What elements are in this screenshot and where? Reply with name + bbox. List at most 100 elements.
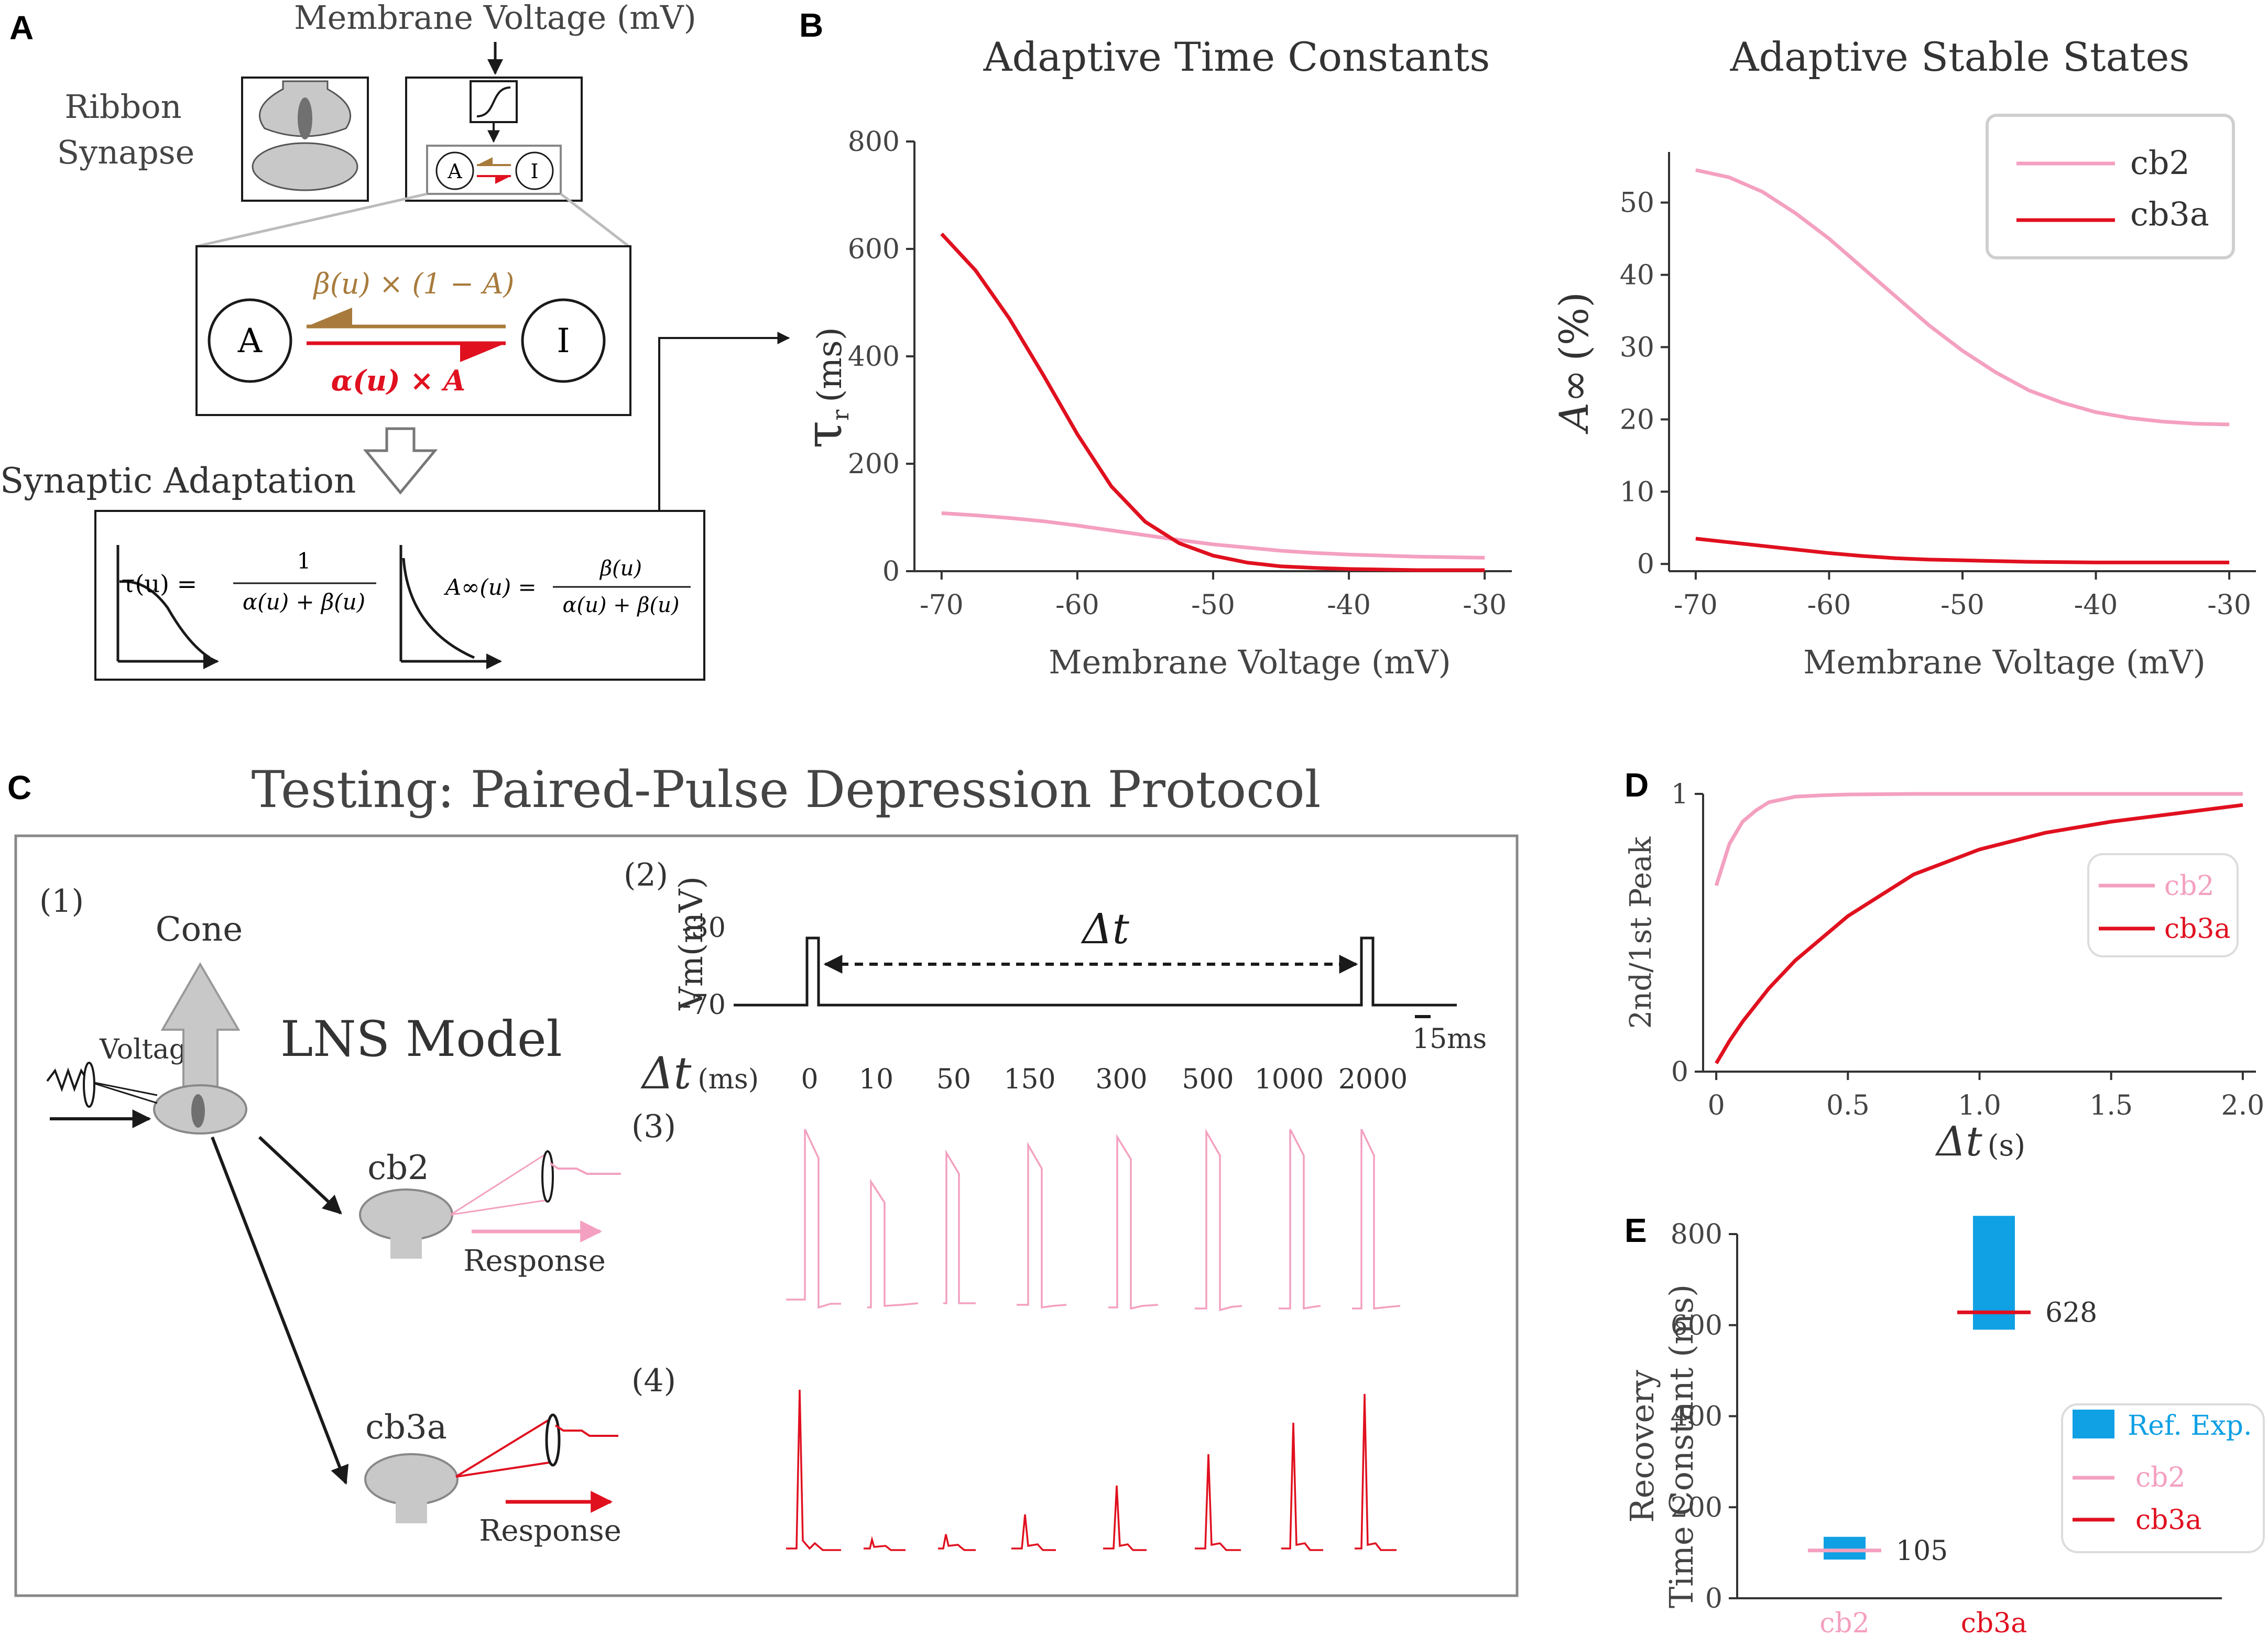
ppd-x-tick-label: 1.0 (1958, 1090, 2001, 1121)
ainf-y-tick-label: 40 (1620, 259, 1654, 291)
state-legend-cb3a: cb3a (2130, 195, 2209, 233)
ainf-x-tick-label: -40 (2074, 590, 2118, 621)
panel-a-letter: A (9, 9, 34, 47)
recovery-y-tick-label: 600 (1671, 1310, 1722, 1341)
sub-label-1: (1) (39, 883, 84, 920)
state-xlabel: Membrane Voltage (mV) (1803, 643, 2206, 681)
recovery-y-tick-label: 0 (1705, 1583, 1722, 1615)
cb2-trace (943, 1149, 976, 1304)
cb3a-trace (1103, 1485, 1147, 1551)
recovery-y-tick-label: 400 (1671, 1401, 1722, 1433)
recovery-y-tick-label: 800 (1671, 1219, 1722, 1250)
tau-chart-title: Adaptive Time Constants (983, 34, 1490, 80)
membrane-voltage-label: Membrane Voltage (mV) (294, 0, 696, 37)
ainf-y-tick-label: 20 (1620, 404, 1654, 435)
cb3a-cell-label: cb3a (365, 1408, 447, 1447)
cb2-response-label: Response (463, 1244, 606, 1278)
zoom-line-right (560, 193, 630, 247)
kinetic-scheme: A I β(u) × (1 − A) α(u) × A (195, 245, 631, 416)
state-a: A (237, 322, 263, 361)
alpha-expression: α(u) × A (331, 364, 466, 397)
panel-c: C Testing: Paired-Pulse Depression Proto… (7, 760, 1519, 1597)
recovery-legend-ref: Ref. Exp. (2128, 1410, 2252, 1442)
state-ylabel: A∞ (%) (1551, 292, 1597, 434)
ainf-x-tick-label: -30 (2207, 590, 2251, 621)
ainf-lhs: A∞(u) = (443, 574, 537, 600)
tau-series-cb3a (940, 232, 1485, 572)
recovery-chart: Recovery Time Constant (ms) Ref. Exp. cb… (1623, 1216, 2265, 1636)
dt-values: 0 10 50 150 300 500 1000 2000 (801, 1064, 1408, 1095)
sub-label-4: (4) (631, 1362, 676, 1399)
state-legend-cb2: cb2 (2130, 144, 2190, 182)
tau-denominator: α(u) + β(u) (243, 589, 365, 615)
dt-value: 50 (936, 1064, 971, 1095)
ribbon-synapse-icon (241, 77, 369, 202)
vm-high-label: -30 (682, 912, 726, 944)
cb3a-cell-icon (364, 1453, 459, 1523)
ppd-legend-cb2: cb2 (2164, 870, 2215, 902)
vm-axis-label: Vm(mV) (672, 876, 710, 1011)
state-chart-title: Adaptive Stable States (1730, 34, 2190, 80)
dt-value: 500 (1182, 1064, 1234, 1095)
tau-x-tick-label: -70 (920, 590, 964, 621)
state-ylabel-unit: (%) (1551, 292, 1597, 361)
panel-b: B Adaptive Time Constants Adaptive Stabl… (794, 6, 2256, 681)
panel-c-title: Testing: Paired-Pulse Depression Protoco… (252, 760, 1321, 819)
scale-bar-label: 15ms (1412, 1023, 1487, 1055)
synaptic-adaptation-label: Synaptic Adaptation (0, 461, 356, 501)
tau-y-tick-label: 200 (848, 449, 900, 480)
cb3a-trace (938, 1534, 976, 1551)
recovery-ylabel-1: Recovery (1623, 1370, 1661, 1523)
ppd-x-tick-label: 2.0 (2221, 1090, 2265, 1121)
dt-value: 0 (801, 1064, 818, 1095)
ainf-y-tick-label: 30 (1620, 332, 1654, 363)
ainf-y-tick-label: 50 (1620, 188, 1654, 219)
ainf-series-cb3a (1695, 537, 2230, 564)
panel-d-letter: D (1624, 766, 1649, 804)
cb2-response-traces (786, 1128, 1401, 1312)
recovery-legend-box (2061, 1403, 2265, 1553)
tau-y-tick-label: 0 (882, 556, 900, 587)
dt-axis-symbol: Δt (640, 1048, 692, 1099)
beta-expression: β(u) × (1 − A) (313, 267, 515, 300)
ppd-xlabel-unit: (s) (1988, 1129, 2025, 1163)
zoom-line-left (196, 192, 428, 248)
arrow-to-cb2 (258, 1136, 342, 1215)
arrow-to-cb3a (211, 1136, 349, 1485)
cb2-trace (1195, 1128, 1242, 1312)
panel-a: A Membrane Voltage (mV) Ribbon Synapse A… (0, 0, 790, 681)
lns-model-label: LNS Model (280, 1011, 562, 1068)
tau-ylabel-symbol: τ (794, 421, 853, 449)
ref-bar-cb2 (1824, 1536, 1866, 1560)
ribbon-label-2: Synapse (57, 133, 195, 171)
tau-y-tick-label: 800 (848, 126, 900, 158)
cone-label: Cone (156, 910, 243, 949)
cb2-trace (1108, 1133, 1159, 1310)
ainf-y-tick-label: 10 (1620, 476, 1654, 508)
recovery-legend-swatch-ref (2073, 1410, 2114, 1438)
recovery-y-tick-label: 200 (1671, 1492, 1722, 1523)
ainf-x-tick-label: -60 (1807, 590, 1851, 621)
ppd-y-tick-label: 1 (1671, 779, 1688, 810)
cb3a-trace (1011, 1514, 1056, 1551)
dt-value: 10 (859, 1064, 893, 1095)
tau-ylabel: τr (ms) (794, 327, 854, 449)
mini-state-a: A (447, 160, 462, 183)
tau-xlabel: Membrane Voltage (mV) (1049, 643, 1451, 681)
dt-value: 150 (1004, 1064, 1055, 1095)
cb3a-response-label: Response (479, 1514, 621, 1548)
vm-low-label: -70 (682, 989, 726, 1021)
recovery-ylabel-2: Time Constant (ms) (1662, 1284, 1700, 1608)
ppd-series-cb3a (1715, 803, 2243, 1064)
dt-value: 1000 (1255, 1064, 1324, 1095)
panel-b-letter: B (799, 6, 823, 44)
tau-y-tick-label: 600 (848, 234, 900, 265)
tau-y-tick-label: 400 (848, 341, 900, 373)
value-label-cb3a: 628 (2045, 1297, 2097, 1328)
ppd-x-tick-label: 0 (1708, 1090, 1725, 1121)
ppd-x-tick-label: 1.5 (2089, 1090, 2133, 1121)
cb3a-trace (1281, 1422, 1323, 1551)
panel-d: D 2nd/1st Peak Δt (s) cb2 cb3a 0 1 0 0.5 1.0 1… (1624, 766, 2264, 1165)
tau-x-tick-label: -50 (1191, 590, 1235, 621)
value-label-cb2: 105 (1896, 1535, 1948, 1567)
